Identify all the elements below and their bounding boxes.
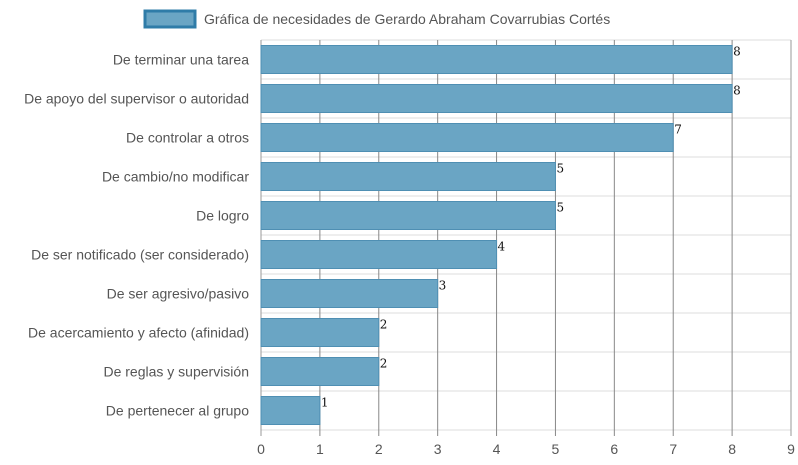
category-label: De pertenecer al grupo bbox=[106, 403, 249, 419]
x-tick-label: 8 bbox=[728, 441, 736, 457]
category-label: De logro bbox=[196, 208, 249, 224]
category-label: De ser agresivo/pasivo bbox=[107, 286, 250, 302]
data-label: 2 bbox=[380, 357, 388, 371]
x-axis-ticks: 0 1 2 3 4 5 6 7 8 9 bbox=[257, 441, 795, 457]
bar[interactable] bbox=[260, 162, 556, 191]
category-label: De apoyo del supervisor o autoridad bbox=[24, 91, 249, 107]
bar[interactable] bbox=[260, 240, 498, 269]
category-label: De controlar a otros bbox=[126, 130, 249, 146]
category-label: De cambio/no modificar bbox=[102, 169, 249, 185]
category-labels: De terminar una tarea De apoyo del superv… bbox=[24, 52, 249, 419]
bar[interactable] bbox=[260, 279, 439, 308]
data-label: 2 bbox=[380, 318, 388, 332]
x-tick-label: 9 bbox=[787, 441, 795, 457]
category-label: De reglas y supervisión bbox=[103, 364, 249, 380]
x-tick-label: 1 bbox=[316, 441, 324, 457]
data-label: 3 bbox=[439, 279, 447, 293]
x-tick-label: 4 bbox=[493, 441, 501, 457]
legend-label: Gráfica de necesidades de Gerardo Abraha… bbox=[204, 11, 610, 27]
bar[interactable] bbox=[260, 318, 380, 347]
bars bbox=[260, 45, 733, 425]
data-label: 4 bbox=[498, 240, 506, 254]
data-label: 8 bbox=[733, 45, 741, 59]
legend[interactable]: Gráfica de necesidades de Gerardo Abraha… bbox=[143, 9, 610, 29]
x-tick-label: 2 bbox=[375, 441, 383, 457]
bar[interactable] bbox=[260, 201, 556, 230]
category-label: De terminar una tarea bbox=[113, 52, 249, 68]
bar[interactable] bbox=[260, 396, 321, 425]
data-labels: 8 8 7 5 5 4 3 2 2 1 bbox=[321, 45, 741, 410]
x-tick-label: 3 bbox=[434, 441, 442, 457]
data-label: 8 bbox=[733, 84, 741, 98]
bar[interactable] bbox=[260, 45, 733, 74]
data-label: 5 bbox=[556, 201, 564, 215]
bar[interactable] bbox=[260, 84, 733, 113]
x-tick-label: 7 bbox=[669, 441, 677, 457]
x-tick-label: 0 bbox=[257, 441, 265, 457]
category-label: De ser notificado (ser considerado) bbox=[31, 247, 249, 263]
x-tick-label: 6 bbox=[610, 441, 618, 457]
bar[interactable] bbox=[260, 123, 674, 152]
bar[interactable] bbox=[260, 357, 380, 386]
data-label: 7 bbox=[674, 123, 682, 137]
data-label: 5 bbox=[556, 162, 564, 176]
data-label: 1 bbox=[321, 396, 329, 410]
category-label: De acercamiento y afecto (afinidad) bbox=[28, 325, 249, 341]
x-tick-label: 5 bbox=[552, 441, 560, 457]
legend-swatch bbox=[143, 9, 197, 29]
